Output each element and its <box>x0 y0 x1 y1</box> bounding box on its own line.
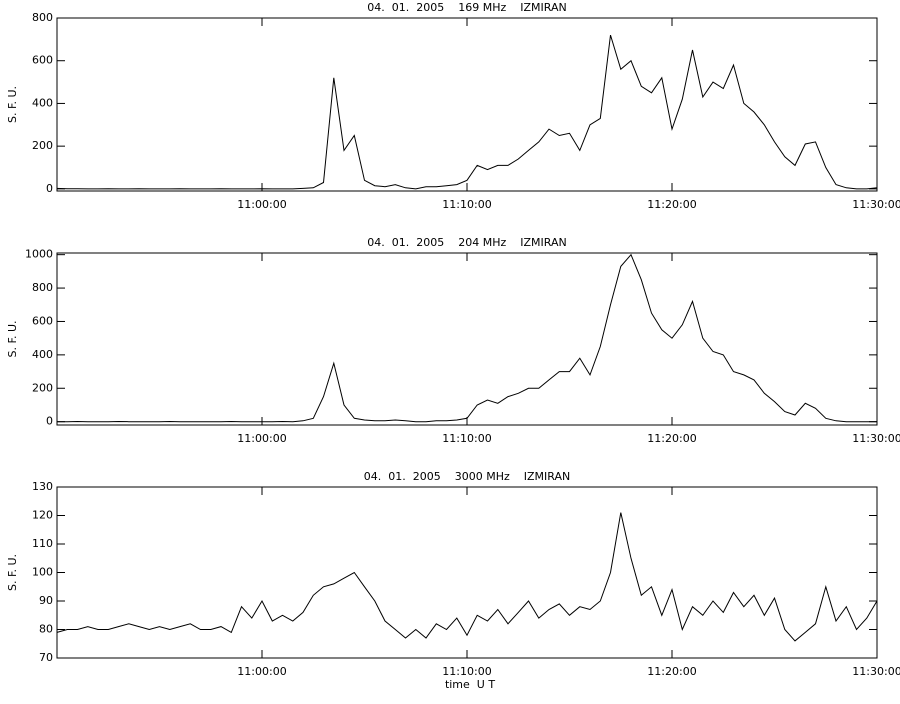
y-tick-label: 100 <box>32 566 53 579</box>
x-tick-label: 11:00:00 <box>237 198 286 211</box>
y-axis-label: S. F. U. <box>6 554 19 591</box>
y-tick-label: 800 <box>32 281 53 294</box>
y-tick-label: 70 <box>39 651 53 664</box>
y-tick-label: 1000 <box>25 248 53 261</box>
y-tick-label: 800 <box>32 11 53 24</box>
y-tick-label: 120 <box>32 509 53 522</box>
x-axis-label: time U T <box>445 678 495 691</box>
y-tick-label: 600 <box>32 314 53 327</box>
x-tick-label: 11:10:00 <box>442 432 491 445</box>
x-tick-label: 11:20:00 <box>647 665 696 678</box>
x-tick-label: 11:20:00 <box>647 432 696 445</box>
plot-frame <box>56 17 878 192</box>
plot-frame <box>56 252 878 426</box>
y-axis-label: S. F. U. <box>6 86 19 123</box>
x-tick-label: 11:10:00 <box>442 198 491 211</box>
y-tick-label: 0 <box>46 182 53 195</box>
y-tick-label: 110 <box>32 537 53 550</box>
x-tick-label: 11:00:00 <box>237 432 286 445</box>
chart-title: 04. 01. 2005 3000 MHz IZMIRAN <box>364 470 570 483</box>
y-tick-label: 400 <box>32 348 53 361</box>
y-tick-label: 130 <box>32 480 53 493</box>
y-tick-label: 0 <box>46 415 53 428</box>
y-tick-label: 200 <box>32 381 53 394</box>
plot-frame <box>56 486 878 659</box>
chart-title: 04. 01. 2005 169 MHz IZMIRAN <box>367 1 566 14</box>
data-line <box>56 512 878 642</box>
x-tick-label: 11:20:00 <box>647 198 696 211</box>
chart-title: 04. 01. 2005 204 MHz IZMIRAN <box>367 236 566 249</box>
y-axis-label: S. F. U. <box>6 320 19 357</box>
y-tick-label: 80 <box>39 623 53 636</box>
data-line <box>56 34 878 190</box>
x-tick-label: 11:10:00 <box>442 665 491 678</box>
x-tick-label: 11:30:00 <box>852 198 900 211</box>
y-tick-label: 400 <box>32 96 53 109</box>
y-tick-label: 600 <box>32 54 53 67</box>
y-tick-label: 90 <box>39 594 53 607</box>
data-line <box>57 253 877 423</box>
x-tick-label: 11:30:00 <box>852 432 900 445</box>
x-tick-label: 11:30:00 <box>852 665 900 678</box>
x-tick-label: 11:00:00 <box>237 665 286 678</box>
y-tick-label: 200 <box>32 139 53 152</box>
